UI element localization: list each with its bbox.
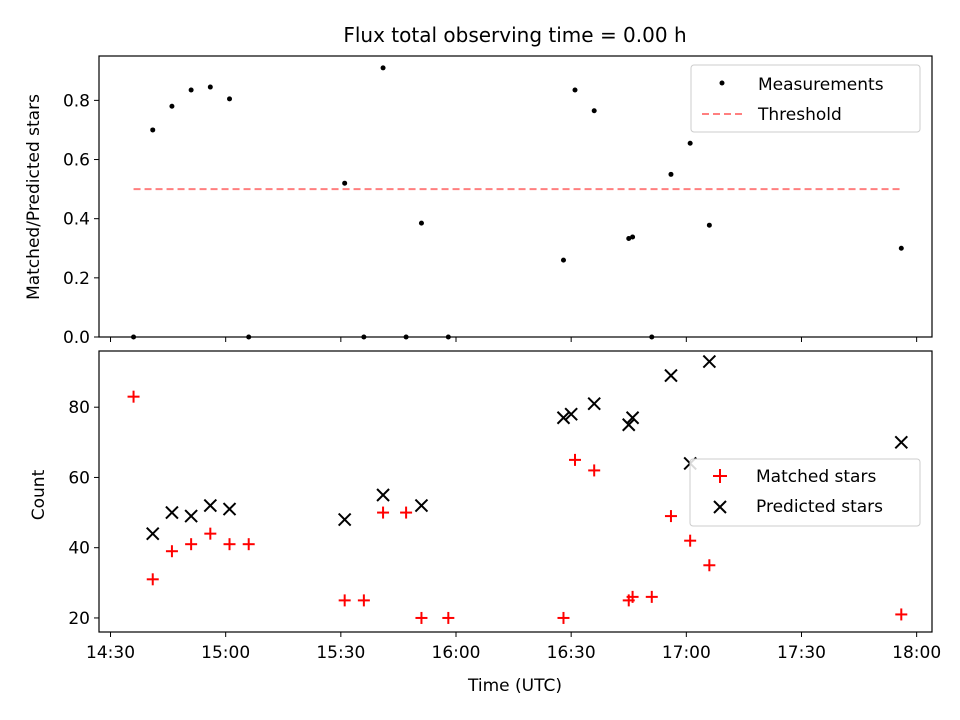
count-axes-frame	[98, 350, 933, 633]
measurement-point	[706, 222, 712, 228]
matched-stars-point	[557, 611, 570, 624]
matched-stars-point	[626, 590, 639, 603]
count-y-tick-label: 40	[68, 539, 90, 559]
measurement-point	[150, 127, 156, 133]
measurement-point	[560, 257, 566, 263]
legend-measurements-label: Measurements	[758, 75, 884, 95]
predicted-stars-point	[625, 411, 640, 425]
matched-stars-point	[204, 527, 217, 540]
measurement-point	[169, 103, 175, 109]
predicted-stars-point	[587, 396, 601, 411]
predicted-stars-point	[564, 407, 578, 421]
predicted-stars-point	[146, 526, 160, 541]
measurement-point	[668, 171, 674, 177]
ratio-axes-frame	[98, 55, 933, 338]
x-tick-label: 16:30	[547, 643, 596, 663]
measurement-point	[572, 87, 578, 93]
matched-stars-point	[400, 506, 413, 519]
matched-stars-point	[442, 611, 455, 624]
count-y-tick-label: 60	[68, 468, 90, 488]
predicted-stars-point	[203, 498, 218, 513]
matched-stars-point	[588, 464, 601, 477]
ratio-y-tick-label: 0.8	[63, 91, 90, 111]
predicted-stars-point	[337, 512, 352, 527]
x-tick-label: 15:30	[316, 643, 365, 663]
matched-stars-point	[645, 590, 658, 603]
matched-stars-point	[242, 538, 255, 551]
measurement-point	[687, 140, 693, 146]
matched-stars-point	[357, 594, 370, 607]
predicted-stars-point	[414, 498, 429, 513]
x-tick-label: 17:00	[662, 643, 711, 663]
ratio-panel: 0.00.20.40.60.8 Matched/Predicted stars …	[24, 55, 933, 348]
matched-stars-point	[569, 453, 581, 466]
ratio-plot-area	[131, 65, 904, 340]
matched-stars-point	[703, 559, 716, 572]
x-axis-label: Time (UTC)	[467, 676, 562, 696]
matched-stars-point	[185, 538, 198, 551]
count-y-tick-label: 80	[68, 398, 90, 418]
ratio-y-tick-label: 0.0	[63, 328, 90, 348]
predicted-stars-point	[894, 435, 908, 450]
chart-title: Flux total observing time = 0.00 h	[343, 23, 686, 47]
measurement-point	[188, 87, 194, 93]
matched-stars-point	[338, 594, 351, 607]
matched-stars-point	[146, 573, 159, 586]
legend-measurements-marker	[719, 80, 725, 86]
measurement-point	[418, 220, 424, 226]
count-y-tick-label: 20	[68, 609, 90, 629]
matched-stars-point	[127, 390, 140, 403]
x-tick-label: 14:30	[86, 643, 135, 663]
predicted-stars-point	[622, 418, 636, 432]
predicted-stars-point	[556, 411, 571, 425]
count-axis-ticks: 14:30 15:00 15:30 16:00 16:30 17:00 17:30 18:00…	[68, 398, 941, 663]
measurement-point	[380, 65, 386, 71]
measurement-point	[898, 245, 904, 251]
x-tick-label: 17:30	[777, 643, 826, 663]
matched-stars-point	[684, 534, 697, 547]
predicted-stars-point	[664, 368, 678, 383]
count-legend: Matched stars Predicted stars	[689, 458, 921, 527]
predicted-stars-point	[222, 502, 237, 516]
ratio-axis-ticks: 0.0 0.2 0.4 0.6 0.8	[63, 91, 918, 348]
ratio-legend-box	[690, 64, 921, 133]
ratio-legend: Measurements Threshold	[690, 64, 921, 133]
measurement-point	[591, 108, 597, 114]
matched-stars-point	[223, 538, 236, 551]
measurement-point	[227, 96, 233, 102]
matched-stars-point	[415, 611, 428, 624]
count-legend-box	[689, 458, 921, 527]
ratio-y-tick-label: 0.6	[63, 151, 90, 171]
matched-stars-point	[664, 510, 677, 523]
ratio-y-axis-label: Matched/Predicted stars	[24, 94, 44, 300]
count-y-axis-label: Count	[29, 469, 49, 520]
legend-matched-marker	[713, 469, 727, 483]
legend-matched-label: Matched stars	[756, 467, 876, 487]
matched-stars-point	[377, 506, 390, 519]
measurement-point	[342, 180, 348, 186]
legend-predicted-label: Predicted stars	[756, 497, 883, 517]
predicted-stars-point	[376, 488, 390, 502]
legend-threshold-label: Threshold	[757, 105, 842, 125]
x-tick-label: 18:00	[892, 643, 941, 663]
measurement-point	[626, 236, 632, 242]
matched-stars-point	[165, 545, 178, 558]
ratio-y-tick-label: 0.4	[63, 210, 90, 230]
x-tick-label: 16:00	[432, 643, 481, 663]
x-tick-label: 15:00	[201, 643, 250, 663]
ratio-y-tick-label: 0.2	[63, 269, 90, 289]
predicted-stars-point	[165, 505, 179, 520]
count-panel: 14:30 15:00 15:30 16:00 16:30 17:00 17:30 18:00…	[29, 350, 941, 663]
legend-predicted-marker	[713, 500, 727, 514]
matched-stars-point	[895, 608, 908, 621]
predicted-stars-point	[702, 354, 717, 369]
measurement-point	[207, 84, 213, 90]
measurement-point	[630, 234, 636, 240]
predicted-stars-point	[184, 509, 198, 523]
